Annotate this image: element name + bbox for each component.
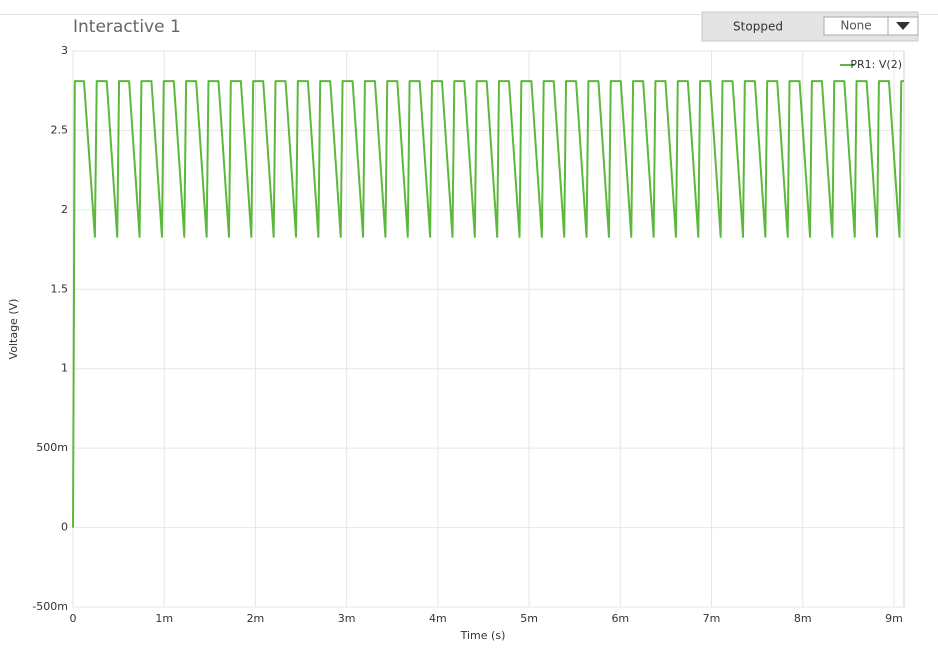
x-tick-label: 7m <box>703 612 721 625</box>
x-tick-label: 3m <box>338 612 356 625</box>
dropdown-arrow[interactable] <box>896 22 910 30</box>
y-tick-label: 2 <box>61 203 68 216</box>
y-tick-label: 2.5 <box>51 123 69 136</box>
x-tick-label: 2m <box>247 612 265 625</box>
x-tick-label: 6m <box>611 612 629 625</box>
panel-title: Interactive 1 <box>73 17 181 37</box>
series-line <box>72 80 904 528</box>
y-axis-label: Voltage (V) <box>7 299 20 360</box>
y-tick-label: 500m <box>36 441 68 454</box>
x-tick-label: 9m <box>885 612 903 625</box>
y-tick-label: -500m <box>32 600 68 613</box>
x-tick-label: 4m <box>429 612 447 625</box>
status: Stopped <box>733 20 783 34</box>
select-value[interactable]: None <box>840 19 871 33</box>
y-tick-label: 1 <box>61 362 68 375</box>
y-tick-label: 0 <box>61 521 68 534</box>
plot-frame <box>72 50 905 608</box>
legend-label: PR1: V(2) <box>850 58 902 71</box>
x-tick-label: 5m <box>520 612 538 625</box>
x-axis-label: Time (s) <box>460 629 506 642</box>
y-tick-label: 1.5 <box>51 282 69 295</box>
x-tick-label: 1m <box>155 612 173 625</box>
x-tick-label: 8m <box>794 612 812 625</box>
x-tick-label: 0 <box>70 612 77 625</box>
y-tick-label: 3 <box>61 44 68 57</box>
